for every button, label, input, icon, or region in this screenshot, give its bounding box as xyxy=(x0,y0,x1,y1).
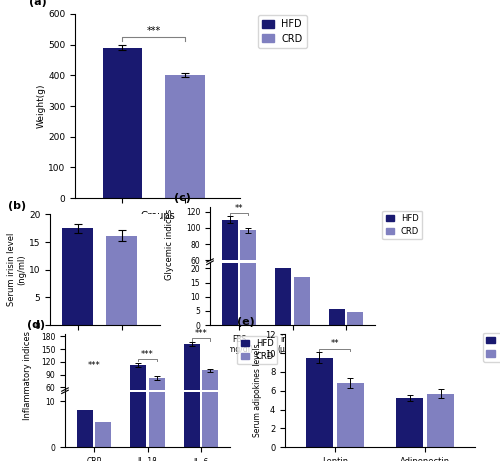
Bar xyxy=(240,263,256,325)
Text: ***: *** xyxy=(88,361,101,370)
Bar xyxy=(184,392,200,447)
Y-axis label: Serum adipokines levels: Serum adipokines levels xyxy=(253,344,262,437)
Bar xyxy=(77,410,93,447)
Bar xyxy=(148,392,164,447)
Text: (e): (e) xyxy=(238,317,256,327)
Legend: HFD, CRD: HFD, CRD xyxy=(382,211,422,239)
Text: **: ** xyxy=(330,339,339,349)
Bar xyxy=(222,220,238,309)
Y-axis label: Weight(g): Weight(g) xyxy=(36,84,45,128)
Text: (c): (c) xyxy=(174,193,190,203)
Bar xyxy=(328,305,344,309)
Text: (b): (b) xyxy=(8,201,26,211)
Text: ***: *** xyxy=(141,350,154,359)
Bar xyxy=(240,230,256,309)
Text: **: ** xyxy=(235,204,244,213)
Bar xyxy=(96,411,112,413)
Bar xyxy=(306,358,333,447)
Bar xyxy=(106,236,137,325)
Bar xyxy=(427,394,454,447)
Bar xyxy=(148,378,164,413)
Bar xyxy=(336,383,363,447)
Bar xyxy=(102,47,142,198)
Text: (d): (d) xyxy=(27,319,45,330)
Text: ***: *** xyxy=(194,329,207,338)
Y-axis label: Inflammatory indices: Inflammatory indices xyxy=(23,331,32,420)
Bar xyxy=(62,228,93,325)
Bar xyxy=(347,312,363,325)
Bar xyxy=(276,293,291,309)
Bar xyxy=(202,370,218,413)
Bar xyxy=(396,398,423,447)
Bar xyxy=(96,422,112,447)
Legend: HFD, CRD: HFD, CRD xyxy=(483,333,500,361)
Bar xyxy=(294,296,310,309)
Bar xyxy=(77,409,93,413)
Bar xyxy=(276,268,291,325)
Bar xyxy=(130,392,146,447)
Legend: HFD, CRD: HFD, CRD xyxy=(258,15,306,47)
Legend: HFD, CRD: HFD, CRD xyxy=(238,336,278,365)
Bar xyxy=(202,392,218,447)
Bar xyxy=(222,263,238,325)
Bar xyxy=(184,344,200,413)
Y-axis label: Glycemic indices: Glycemic indices xyxy=(164,208,173,280)
Bar xyxy=(166,75,204,198)
Text: (a): (a) xyxy=(29,0,46,6)
Text: **: ** xyxy=(342,292,350,301)
Bar xyxy=(294,277,310,325)
Bar xyxy=(130,365,146,413)
Bar xyxy=(347,306,363,309)
X-axis label: Groups: Groups xyxy=(140,211,175,221)
Bar xyxy=(328,309,344,325)
Y-axis label: Serum irisin level
(ng/ml): Serum irisin level (ng/ml) xyxy=(6,233,26,307)
X-axis label: Groups: Groups xyxy=(88,347,122,356)
Text: **: ** xyxy=(288,280,297,289)
Text: ***: *** xyxy=(146,26,160,36)
